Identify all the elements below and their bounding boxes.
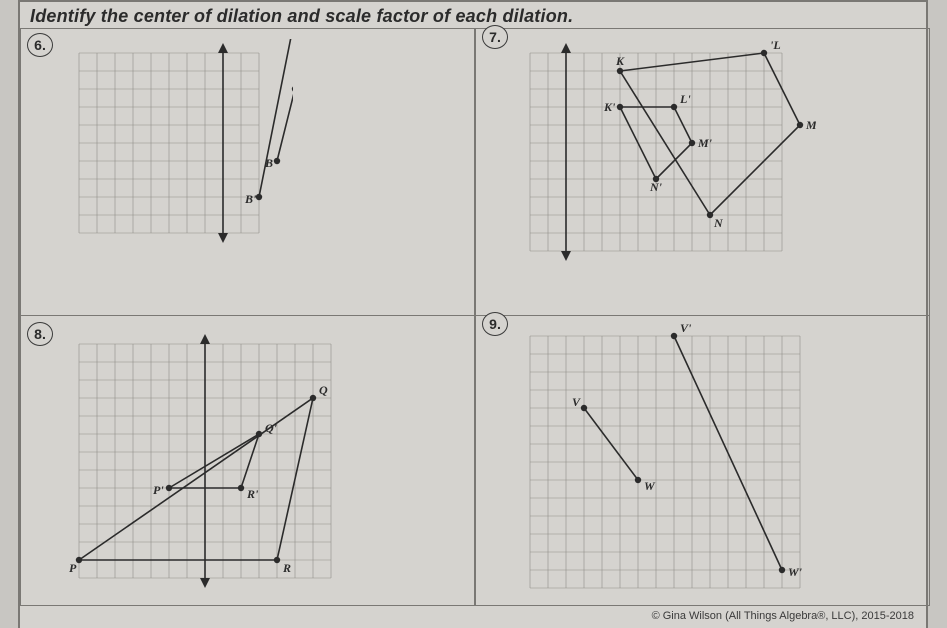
panel-9: 9. V'W'VW	[475, 316, 930, 606]
header-title: Identify the center of dilation and scal…	[30, 6, 573, 26]
footer-copyright: © Gina Wilson (All Things Algebra®, LLC)…	[652, 610, 914, 622]
worksheet-page: Identify the center of dilation and scal…	[18, 0, 928, 628]
graph-8: P Q R P' Q' R'	[65, 330, 365, 612]
header: Identify the center of dilation and scal…	[20, 0, 926, 29]
svg-text:Q': Q'	[265, 421, 278, 435]
svg-text:N': N'	[649, 180, 663, 194]
svg-text:'L: 'L	[770, 39, 781, 52]
panel-8: 8. P Q R P' Q' R'	[20, 316, 475, 606]
svg-text:N: N	[713, 216, 724, 230]
panel-7: 7. K 'L M N K' L' M' N'	[475, 28, 930, 316]
svg-text:V: V	[572, 395, 581, 409]
svg-text:R: R	[282, 561, 291, 575]
svg-text:Q: Q	[319, 383, 328, 397]
svg-text:P: P	[69, 561, 77, 575]
svg-text:B: B	[264, 156, 273, 170]
svg-text:B': B'	[244, 192, 257, 206]
graph-6: B'C'D'BCD	[65, 39, 293, 267]
graph-7: K 'L M N K' L' M' N'	[516, 39, 816, 285]
panel-number-7: 7.	[482, 25, 508, 49]
panel-number-9: 9.	[482, 312, 508, 336]
panel-number-6: 6.	[27, 33, 53, 57]
svg-text:P': P'	[153, 483, 164, 497]
svg-text:L': L'	[679, 92, 691, 106]
svg-text:W: W	[644, 479, 656, 493]
svg-text:K: K	[615, 54, 625, 68]
svg-text:M': M'	[697, 136, 713, 150]
panel-6: 6. B'C'D'BCD	[20, 28, 475, 316]
svg-text:R': R'	[246, 487, 259, 501]
panel-number-8: 8.	[27, 322, 53, 346]
graph-9: V' W' V W	[516, 322, 834, 622]
svg-text:V': V'	[680, 322, 692, 335]
svg-text:K': K'	[603, 100, 616, 114]
svg-text:W': W'	[788, 565, 803, 579]
svg-text:M: M	[805, 118, 816, 132]
